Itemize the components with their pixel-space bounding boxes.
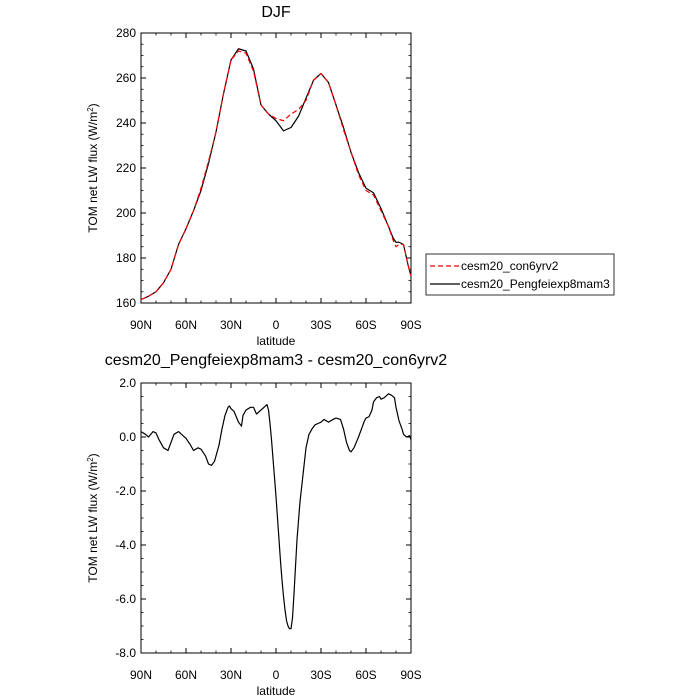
bottom-x-tick-label-4: 30S [310, 668, 331, 682]
bottom-x-tick-label-3: 0 [273, 668, 280, 682]
top-y-tick-label-0: 160 [116, 296, 136, 310]
bottom-y-tick-label-5: 2.0 [119, 376, 136, 390]
top-plot-frame [140, 32, 412, 304]
top-chart-title: DJF [261, 4, 291, 21]
bottom-y-ticks: -8.0 -6.0 -4.0 -2.0 0.0 2.0 [115, 376, 411, 660]
bottom-x-axis-label: latitude [257, 684, 296, 698]
bottom-series-line-0 [140, 393, 412, 630]
top-x-axis-label: latitude [257, 334, 296, 348]
bottom-y-tick-label-4: 0.0 [119, 430, 136, 444]
bottom-chart-title: cesm20_Pengfeiexp8mam3 - cesm20_con6yrv2 [105, 352, 448, 369]
bottom-plot-frame [140, 382, 412, 654]
bottom-x-ticks: 90N 60N 30N 0 30S 60S 90S [130, 383, 422, 682]
top-y-tick-label-5: 260 [116, 71, 136, 85]
top-y-tick-label-2: 200 [116, 206, 136, 220]
bottom-x-tick-label-5: 60S [355, 668, 376, 682]
top-x-tick-label-3: 0 [273, 318, 280, 332]
bottom-y-axis-label: TOM net LW flux (W/m2) [86, 453, 101, 582]
top-x-tick-label-6: 90S [400, 318, 421, 332]
top-x-tick-label-5: 60S [355, 318, 376, 332]
top-x-tick-label-1: 60N [175, 318, 197, 332]
top-x-tick-label-0: 90N [130, 318, 152, 332]
bottom-x-tick-label-0: 90N [130, 668, 152, 682]
bottom-series [140, 393, 412, 630]
top-y-tick-label-1: 180 [116, 251, 136, 265]
top-x-tick-label-2: 30N [220, 318, 242, 332]
legend-label-pengfeiexp8mam3: cesm20_Pengfeiexp8mam3 [461, 277, 610, 291]
top-x-tick-label-4: 30S [310, 318, 331, 332]
bottom-y-tick-label-3: -2.0 [115, 484, 136, 498]
legend-frame [425, 253, 615, 296]
top-x-ticks: 90N 60N 30N 0 30S 60S 90S [130, 33, 422, 332]
bottom-y-tick-label-2: -4.0 [115, 538, 136, 552]
top-series-line-0 [140, 50, 412, 301]
top-y-tick-label-4: 240 [116, 116, 136, 130]
legend-label-con6yrv2: cesm20_con6yrv2 [461, 259, 559, 273]
top-series-line-1 [140, 48, 412, 301]
bottom-y-tick-label-1: -6.0 [115, 592, 136, 606]
top-panel: DJF 160 180 200 220 240 260 280 90N 60N 30N 0 30S 6… [86, 4, 615, 348]
bottom-x-tick-label-1: 60N [175, 668, 197, 682]
top-y-axis-label: TOM net LW flux (W/m2) [86, 103, 101, 232]
bottom-y-tick-label-0: -8.0 [115, 646, 136, 660]
bottom-x-tick-label-2: 30N [220, 668, 242, 682]
top-y-tick-label-6: 280 [116, 26, 136, 40]
bottom-panel: cesm20_Pengfeiexp8mam3 - cesm20_con6yrv2… [86, 352, 448, 698]
bottom-x-tick-label-6: 90S [400, 668, 421, 682]
top-series [140, 48, 412, 301]
top-y-tick-label-3: 220 [116, 161, 136, 175]
top-y-ticks: 160 180 200 220 240 260 280 [116, 26, 411, 310]
legend: cesm20_con6yrv2 cesm20_Pengfeiexp8mam3 [425, 253, 615, 296]
